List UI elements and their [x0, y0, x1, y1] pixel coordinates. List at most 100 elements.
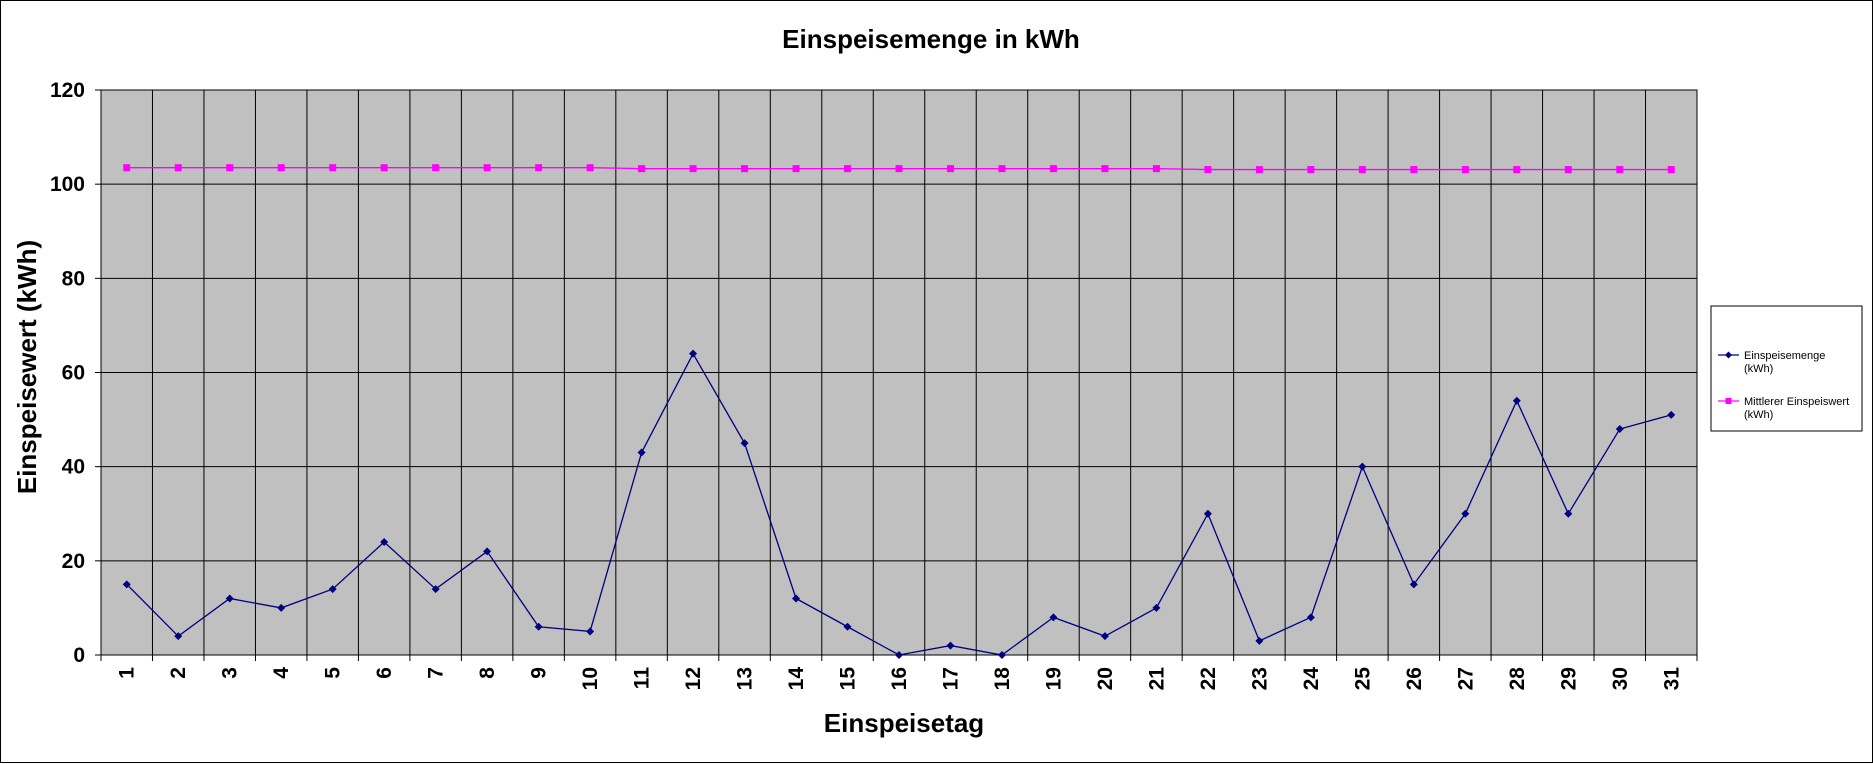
x-axis-title: Einspeisetag: [824, 708, 984, 738]
x-tick-label: 13: [734, 667, 757, 690]
x-tick-label: 8: [476, 667, 499, 679]
data-point: [174, 632, 183, 641]
data-point: [1100, 632, 1109, 641]
y-tick-label: 80: [62, 267, 85, 290]
x-tick-label: 23: [1248, 667, 1271, 690]
x-tick-label: 31: [1660, 667, 1683, 691]
x-tick-label: 14: [785, 667, 808, 691]
data-point: [946, 165, 954, 173]
data-point: [1615, 425, 1624, 433]
x-tick-label: 15: [837, 667, 860, 691]
x-tick-label: 17: [939, 667, 962, 690]
data-point: [1255, 166, 1263, 174]
x-tick-label: 4: [270, 667, 293, 679]
data-point: [1049, 613, 1058, 622]
data-point: [174, 164, 182, 172]
x-tick-label: 1: [116, 667, 139, 679]
data-point: [895, 165, 903, 173]
legend-box: [1710, 305, 1863, 432]
data-point: [637, 448, 646, 457]
data-point: [226, 164, 234, 172]
data-point: [1410, 166, 1418, 174]
legend-label: (kWh): [1744, 363, 1773, 375]
data-point: [328, 585, 337, 594]
x-tick-label: 26: [1403, 667, 1426, 690]
data-point: [586, 627, 595, 636]
data-point: [1306, 613, 1315, 622]
data-point: [122, 580, 131, 589]
data-point: [1203, 509, 1212, 518]
data-point: [586, 164, 594, 172]
x-tick-label: 18: [991, 667, 1014, 691]
data-point: [1358, 462, 1367, 471]
legend-item-2: Mittlerer Einspeiswert(kWh): [1718, 396, 1849, 421]
x-tick-label: 19: [1042, 667, 1065, 690]
data-point: [1667, 166, 1675, 174]
x-tick-label: 29: [1557, 667, 1580, 690]
data-point: [946, 641, 955, 650]
x-tick-label: 3: [219, 667, 242, 679]
data-point: [329, 164, 337, 172]
y-tick-label: 40: [62, 456, 85, 479]
data-point: [844, 165, 852, 173]
legend-label: Mittlerer Einspeiswert: [1744, 396, 1849, 408]
data-point: [1461, 509, 1470, 518]
data-point: [1255, 636, 1264, 645]
data-point: [483, 164, 491, 172]
y-tick-labels: 0 20 40 60 80 100 120: [50, 79, 85, 667]
data-point: [534, 622, 543, 631]
data-point: [689, 165, 697, 173]
data-point: [277, 164, 285, 172]
data-point: [1513, 166, 1521, 174]
data-point: [1204, 166, 1212, 174]
data-point: [431, 585, 440, 594]
x-tick-labels: 1 2 3 4 5 6 7 8 9 10 11 12 13 14 15 16 17 18 19 20 21 22 23 24 2…: [116, 667, 1684, 691]
data-point: [432, 164, 440, 172]
x-tick-label: 5: [322, 667, 345, 679]
x-tick-label: 25: [1351, 667, 1374, 691]
data-point: [1152, 165, 1160, 173]
data-point: [1101, 165, 1109, 173]
data-point: [1512, 396, 1521, 405]
data-point: [225, 594, 234, 603]
chart-title: Einspeisemenge in kWh: [782, 24, 1080, 54]
data-point: [123, 164, 131, 172]
x-tick-label: 30: [1609, 667, 1632, 690]
data-point: [1564, 509, 1573, 518]
legend-label: Einspeisemenge: [1744, 350, 1825, 362]
data-point: [1049, 165, 1057, 173]
x-tick-label: 16: [888, 667, 911, 690]
y-tick-label: 20: [62, 550, 85, 573]
data-point: [277, 603, 286, 612]
legend: Einspeisemenge(kWh)Mittlerer Einspeiswer…: [1710, 305, 1863, 432]
series-2: [123, 164, 1675, 174]
data-point: [998, 165, 1006, 173]
x-tick-label: 9: [528, 667, 551, 679]
data-point: [1616, 166, 1624, 174]
y-tick-label: 100: [50, 173, 85, 196]
x-tick-label: 20: [1094, 667, 1117, 690]
data-point: [997, 651, 1006, 659]
series: [122, 164, 1676, 659]
data-point: [1358, 166, 1366, 174]
x-tick-label: 27: [1454, 667, 1477, 690]
legend-item-1: Einspeisemenge(kWh): [1718, 350, 1825, 375]
data-point: [483, 547, 492, 556]
legend-label: (kWh): [1744, 409, 1773, 421]
x-tick-label: 2: [167, 667, 190, 679]
data-point: [1564, 166, 1572, 174]
y-tick-label: 60: [62, 362, 85, 385]
y-tick-label: 120: [50, 79, 85, 102]
data-point: [689, 349, 698, 358]
data-point: [638, 165, 646, 173]
data-point: [1152, 603, 1161, 612]
data-point: [535, 164, 543, 172]
x-tick-label: 21: [1145, 667, 1168, 691]
legend-marker: [1725, 351, 1732, 359]
data-point: [741, 165, 749, 173]
y-axis-title: Einspeisewert (kWh): [12, 240, 42, 494]
series-1: [122, 349, 1676, 659]
y-tick-label: 0: [73, 644, 85, 667]
